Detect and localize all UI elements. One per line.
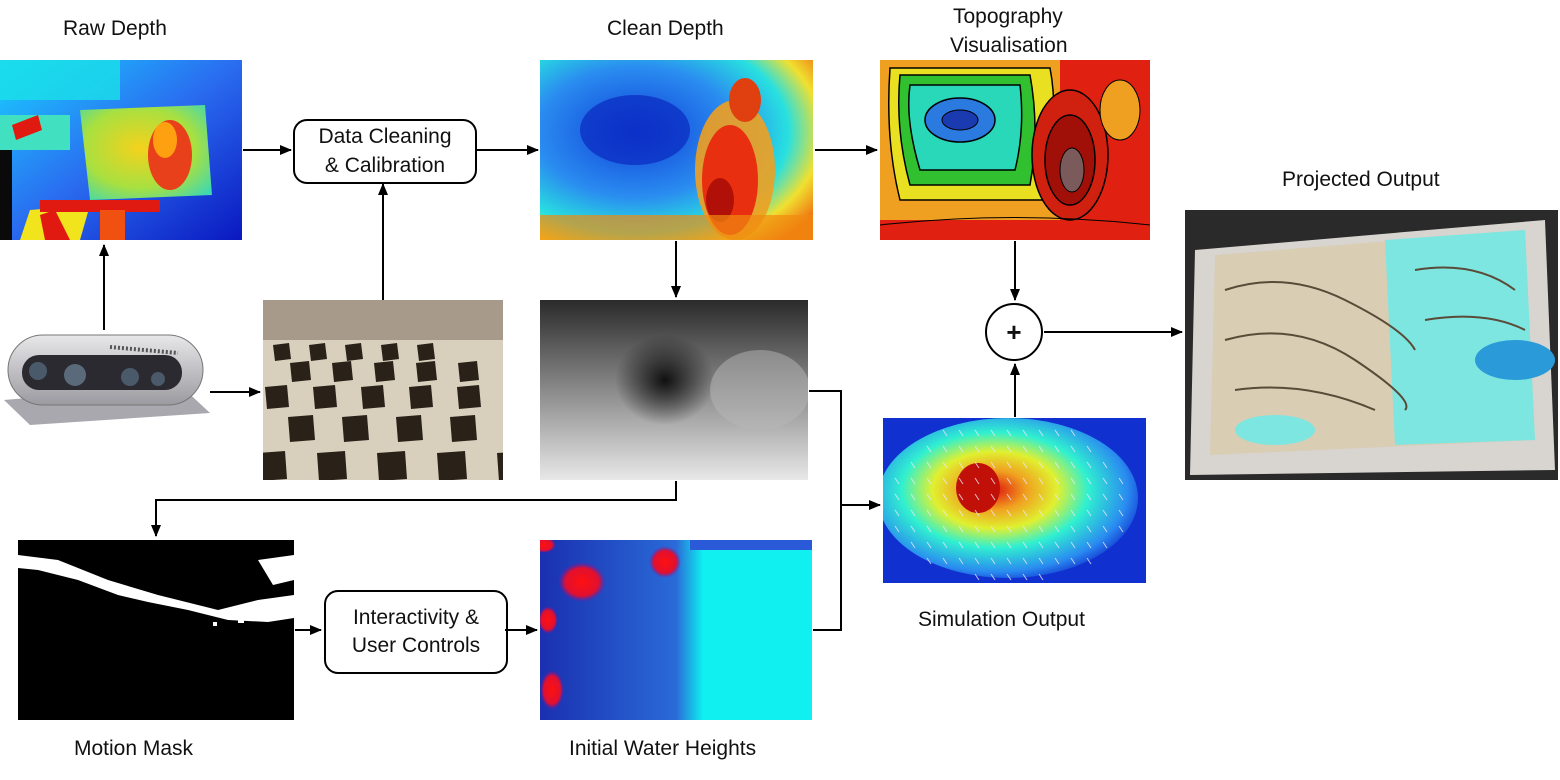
interactivity-text-line2: User Controls — [351, 634, 481, 657]
topography-visualisation-image — [880, 60, 1150, 240]
calibration-checkerboard-image — [263, 300, 503, 480]
raw-depth-label: Raw Depth — [63, 17, 167, 40]
simulation-output-label: Simulation Output — [918, 608, 1085, 631]
interactivity-box: Interactivity & User Controls — [324, 590, 508, 674]
initial-water-heights-label: Initial Water Heights — [569, 737, 757, 760]
data-cleaning-text-line2: & Calibration — [324, 153, 446, 177]
data-cleaning-box: Data Cleaning & Calibration — [293, 119, 477, 184]
clean-depth-image — [540, 60, 813, 240]
line-grayscale-to-sim — [809, 390, 842, 631]
depth-camera-image — [0, 325, 212, 430]
simulation-output-image — [883, 418, 1146, 583]
projected-output-image — [1185, 210, 1558, 480]
grayscale-depth-image — [540, 300, 808, 480]
topography-label-line2: Visualisation — [950, 34, 1068, 57]
data-cleaning-text-line1: Data Cleaning — [318, 125, 452, 149]
initial-water-heights-image — [540, 540, 812, 720]
motion-mask-image — [18, 540, 294, 720]
raw-depth-image — [0, 60, 242, 240]
combine-plus-symbol: + — [1006, 316, 1022, 347]
interactivity-text-line1: Interactivity & — [352, 605, 480, 629]
arrow-grayscale-to-motion-mask — [151, 481, 677, 537]
clean-depth-label: Clean Depth — [607, 17, 724, 40]
motion-mask-label: Motion Mask — [74, 737, 194, 760]
combine-plus-node: + — [985, 303, 1043, 361]
topography-label-line1: Topography — [953, 5, 1063, 28]
projected-output-label: Projected Output — [1282, 168, 1440, 191]
